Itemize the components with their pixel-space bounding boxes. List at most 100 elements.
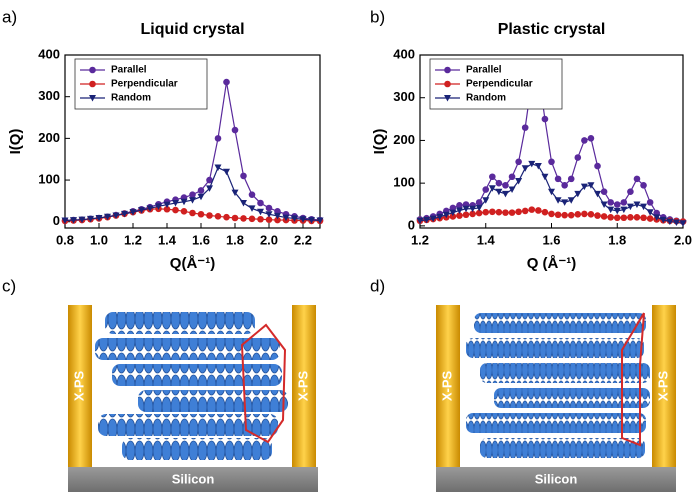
- wall-label: X-PS: [71, 371, 86, 402]
- marker: [180, 198, 188, 206]
- chart: b) Plastic crystal Q (Å⁻¹) I(Q) 0 100 200 300 40…: [370, 7, 692, 271]
- marker: [587, 134, 595, 142]
- marker: [561, 181, 568, 189]
- marker: [197, 187, 205, 194]
- marker: [214, 164, 222, 172]
- marker: [574, 154, 582, 161]
- marker: [482, 186, 490, 193]
- panel-label: c): [2, 276, 16, 295]
- marker: [475, 204, 483, 212]
- y-axis-label: I(Q): [371, 129, 388, 155]
- marker: [70, 217, 77, 224]
- marker: [455, 207, 463, 214]
- marker: [535, 207, 542, 214]
- marker: [528, 206, 536, 213]
- marker: [587, 211, 595, 218]
- marker: [282, 214, 290, 222]
- marker: [449, 204, 457, 212]
- marker: [581, 210, 588, 218]
- marker: [627, 214, 634, 221]
- marker: [442, 211, 450, 219]
- marker: [567, 197, 575, 204]
- marker: [456, 202, 463, 209]
- marker: [633, 214, 641, 221]
- legend-label: Random: [466, 93, 506, 104]
- panel-label: d): [370, 276, 385, 295]
- chart-title: Liquid crystal: [140, 21, 244, 38]
- marker: [659, 216, 667, 224]
- marker: [308, 217, 315, 224]
- marker: [548, 158, 555, 166]
- x-tick-label: 1.8: [608, 232, 626, 247]
- marker: [607, 199, 614, 206]
- substrate: [436, 467, 676, 492]
- legend-label: Perpendicular: [466, 79, 533, 90]
- marker: [633, 201, 641, 209]
- marker: [554, 211, 562, 219]
- marker: [548, 188, 555, 196]
- marker: [248, 205, 256, 212]
- y-tick-label: 0: [53, 213, 60, 228]
- marker: [449, 209, 457, 217]
- marker: [554, 175, 562, 183]
- marker: [265, 216, 273, 223]
- marker: [274, 212, 281, 220]
- marker: [469, 205, 477, 213]
- marker: [87, 215, 94, 223]
- marker: [613, 214, 621, 222]
- marker: [521, 207, 529, 215]
- marker: [561, 211, 568, 219]
- marker: [274, 216, 281, 224]
- marker: [640, 214, 647, 222]
- marker: [214, 213, 222, 220]
- marker: [620, 206, 628, 214]
- wall: [68, 305, 92, 467]
- marker: [633, 175, 641, 183]
- marker: [214, 135, 222, 142]
- marker: [189, 191, 196, 198]
- marker: [646, 199, 654, 206]
- x-tick-label: 1.6: [192, 232, 210, 247]
- marker: [248, 215, 256, 223]
- marker: [172, 199, 179, 207]
- marker: [416, 217, 424, 225]
- marker: [291, 215, 298, 222]
- x-tick-label: 1.2: [124, 232, 142, 247]
- x-tick-label: 2.0: [674, 232, 692, 247]
- substrate-label: Silicon: [172, 471, 215, 486]
- marker: [257, 199, 264, 207]
- marker: [508, 186, 516, 194]
- wall: [652, 305, 676, 467]
- marker: [521, 124, 529, 131]
- marker: [489, 208, 496, 216]
- marker: [567, 211, 575, 219]
- wall-label: X-PS: [439, 371, 454, 402]
- marker: [104, 213, 111, 221]
- marker: [189, 209, 196, 217]
- marker: [515, 158, 522, 166]
- chart: a) Liquid crystal Q(Å⁻¹) I(Q) 0 100 200 300 400 0…: [2, 7, 324, 272]
- legend-marker: [444, 95, 451, 102]
- marker: [554, 197, 562, 204]
- x-tick-label: 0.8: [56, 232, 74, 247]
- marker: [189, 197, 196, 204]
- marker: [231, 189, 239, 197]
- legend-label: Random: [111, 93, 151, 104]
- marker: [240, 172, 247, 180]
- y-tick-label: 400: [38, 46, 60, 61]
- marker: [666, 218, 674, 226]
- marker: [528, 160, 536, 168]
- marker: [223, 213, 230, 221]
- marker: [600, 201, 608, 209]
- wall: [292, 305, 316, 467]
- marker: [534, 163, 542, 170]
- marker: [548, 210, 555, 218]
- marker: [600, 188, 608, 195]
- substrate-label: Silicon: [535, 471, 578, 486]
- marker: [515, 178, 523, 185]
- y-axis-label: I(Q): [7, 129, 24, 155]
- marker: [502, 209, 509, 216]
- marker: [316, 217, 324, 224]
- marker: [475, 209, 483, 217]
